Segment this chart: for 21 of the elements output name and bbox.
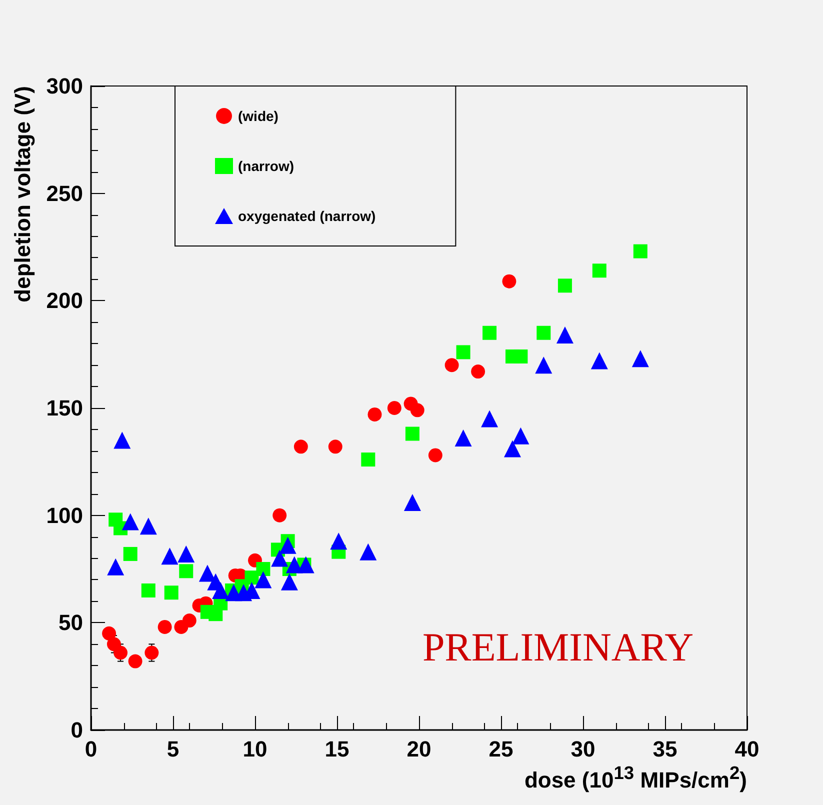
y-tick-label: 0 [70,718,83,742]
annotation: PRELIMINARY [422,624,694,670]
x-tick-label: 35 [652,736,678,762]
x-tick-label: 5 [166,736,180,762]
x-tick-label: 10 [242,736,268,762]
x-tick-label: 15 [324,736,350,762]
y-axis-title: depletion voltage (V) [10,86,35,302]
y-tick-label: 150 [46,396,83,420]
y-tick-label: 200 [46,288,83,314]
y-tick-label: 300 [46,74,83,98]
x-tick-label: 40 [734,736,760,762]
y-tick-label: 50 [58,610,83,636]
x-tick-label: 20 [406,736,432,762]
x-tick-label: 30 [570,736,596,762]
legend-label: (narrow) [238,158,294,174]
x-axis-title: dose (10$^{13}$ MIPs/cm$^{2}$) [524,762,747,792]
legend-label: oxygenated (narrow) [238,208,376,224]
legend-label: (wide) [238,108,278,124]
y-tick-label: 100 [46,502,83,528]
y-tick-label: 250 [46,180,83,206]
x-tick-label: 25 [488,736,514,762]
